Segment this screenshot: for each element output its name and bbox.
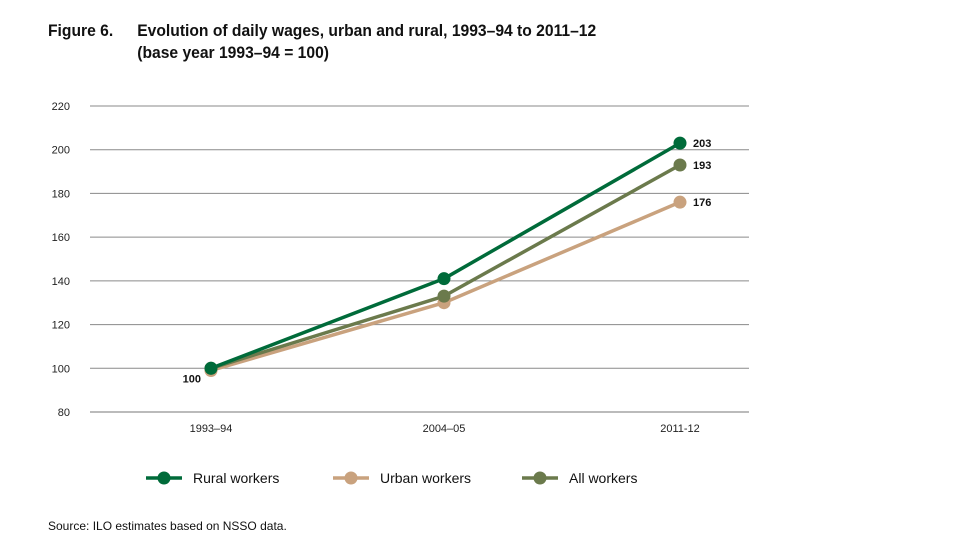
x-tick-label-1: 1993–94: [190, 423, 233, 435]
data-label-rural-workers-3: 203: [693, 138, 711, 150]
point-rural-workers-3: [673, 136, 687, 150]
y-tick-label-220: 220: [52, 101, 70, 113]
point-all-workers-3: [673, 158, 687, 172]
point-rural-workers-1: [204, 361, 218, 375]
legend-label-rural-workers: Rural workers: [193, 470, 279, 486]
legend-marker-all-workers: [533, 471, 547, 485]
figure-title-line2: (base year 1993–94 = 100): [137, 43, 329, 62]
figure-number: Figure 6.: [48, 21, 114, 40]
legend-marker-urban-workers: [344, 471, 358, 485]
series-line-all-workers: [210, 163, 681, 370]
y-tick-label-180: 180: [52, 188, 70, 200]
line-chart: 80 100 120 140 160 180 200 220 1993–94 2004–05 201…: [52, 101, 749, 486]
series-line-rural-workers: [210, 141, 681, 370]
x-tick-label-3: 2011-12: [660, 423, 700, 435]
x-tick-label-2: 2004–05: [423, 423, 466, 435]
y-tick-label-160: 160: [52, 232, 70, 244]
legend-label-all-workers: All workers: [569, 470, 637, 486]
y-tick-label-120: 120: [52, 320, 70, 332]
legend-label-urban-workers: Urban workers: [380, 470, 471, 486]
point-all-workers-2: [437, 289, 451, 303]
source-note: Source: ILO estimates based on NSSO data…: [48, 519, 287, 533]
data-label-all-workers-1: 100: [183, 373, 201, 385]
point-urban-workers-3: [673, 195, 687, 209]
y-tick-label-80: 80: [58, 407, 70, 419]
point-rural-workers-2: [437, 272, 451, 286]
data-label-urban-workers-3: 176: [693, 197, 711, 209]
figure-title-line1: Evolution of daily wages, urban and rura…: [137, 21, 597, 40]
y-tick-label-200: 200: [52, 145, 70, 157]
y-tick-label-140: 140: [52, 276, 70, 288]
legend-marker-rural-workers: [157, 471, 171, 485]
data-label-all-workers-3: 193: [693, 160, 711, 172]
y-tick-label-100: 100: [52, 363, 70, 375]
